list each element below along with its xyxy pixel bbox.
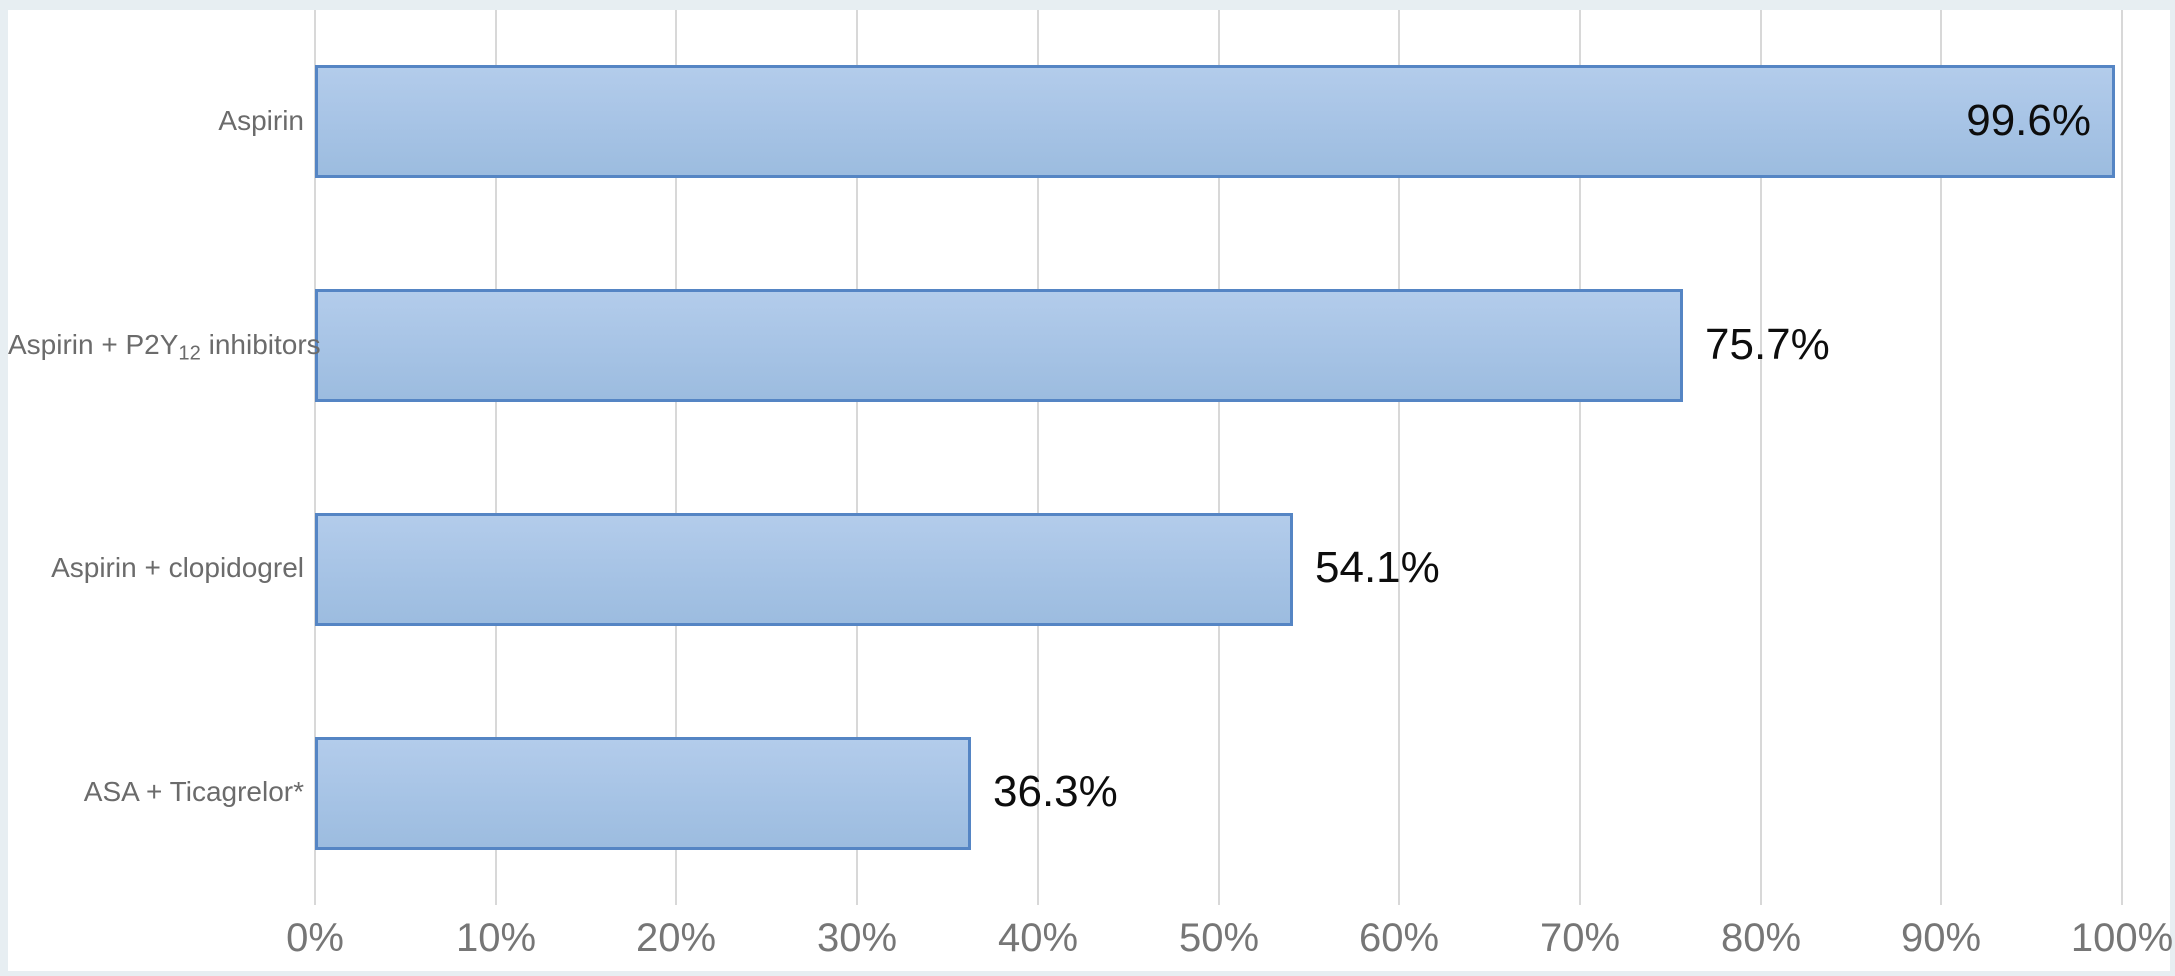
category-label: Aspirin: [8, 105, 304, 137]
gridline-40%: [1037, 10, 1039, 905]
gridline-30%: [856, 10, 858, 905]
x-axis-tick-label: 100%: [2070, 916, 2174, 960]
bar-3: [315, 513, 1293, 626]
value-label: 54.1%: [1315, 543, 1440, 592]
bar-1: [315, 65, 2115, 178]
value-label: 99.6%: [1966, 96, 2091, 145]
gridline-80%: [1760, 10, 1762, 905]
gridline-90%: [1940, 10, 1942, 905]
gridline-20%: [675, 10, 677, 905]
x-axis-tick-label: 90%: [1900, 916, 1982, 960]
gridline-0%: [314, 10, 316, 905]
gridline-10%: [495, 10, 497, 905]
category-label-text: ASA + Ticagrelor*: [83, 776, 304, 807]
category-label-text: Aspirin + clopidogrel: [51, 552, 304, 583]
bar-4: [315, 737, 971, 850]
x-axis-tick-label: 10%: [455, 916, 537, 960]
category-label-text: Aspirin: [218, 105, 304, 136]
gridline-50%: [1218, 10, 1220, 905]
x-axis-tick-label: 20%: [635, 916, 717, 960]
gridline-100%: [2121, 10, 2123, 905]
category-label-text: inhibitors: [200, 329, 321, 360]
category-label-text: Aspirin + P2Y: [8, 329, 179, 360]
x-axis-tick-label: 60%: [1358, 916, 1440, 960]
category-label: Aspirin + clopidogrel: [8, 552, 304, 584]
x-axis-tick-label: 50%: [1178, 916, 1260, 960]
x-axis-tick-label: 40%: [997, 916, 1079, 960]
category-label: Aspirin + P2Y12 inhibitors: [8, 329, 321, 366]
gridline-70%: [1579, 10, 1581, 905]
value-label: 75.7%: [1705, 320, 1830, 369]
x-axis-tick-label: 70%: [1539, 916, 1621, 960]
x-axis-tick-label: 80%: [1720, 916, 1802, 960]
gridline-60%: [1398, 10, 1400, 905]
x-axis-tick-label: 0%: [286, 916, 344, 960]
value-label: 36.3%: [993, 767, 1118, 816]
bar-2: [315, 289, 1683, 402]
x-axis-tick-label: 30%: [816, 916, 898, 960]
category-label-subscript: 12: [178, 342, 201, 365]
category-label: ASA + Ticagrelor*: [8, 776, 304, 808]
plot-area: [314, 10, 2123, 905]
